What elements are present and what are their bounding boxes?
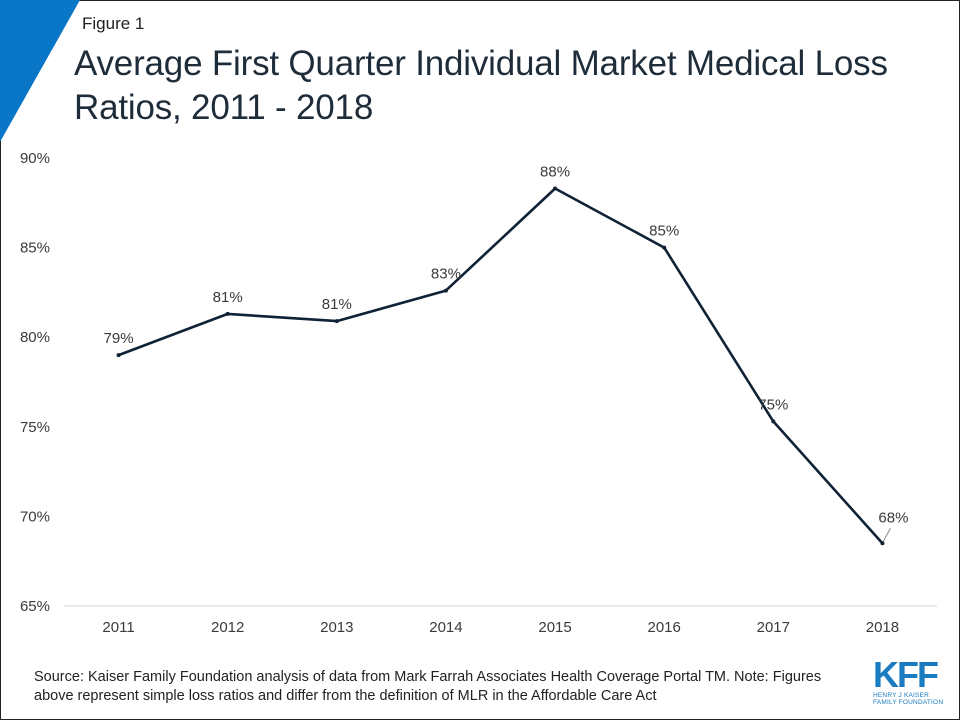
- y-tick-label: 90%: [20, 150, 50, 167]
- data-point: [662, 245, 667, 250]
- data-point: [334, 319, 339, 324]
- x-tick-label: 2013: [320, 619, 353, 636]
- data-point: [225, 311, 230, 316]
- x-tick-label: 2015: [538, 619, 571, 636]
- x-tick-label: 2014: [429, 619, 462, 636]
- data-label: 85%: [649, 223, 679, 240]
- data-point: [553, 186, 558, 191]
- data-label: 79%: [104, 330, 134, 347]
- y-tick-label: 65%: [20, 598, 50, 615]
- data-label: 81%: [322, 296, 352, 313]
- series-line: [118, 187, 884, 545]
- data-label-leader: [882, 528, 891, 542]
- x-tick-label: 2018: [866, 619, 899, 636]
- data-point: [443, 288, 448, 293]
- data-label: 75%: [758, 396, 788, 413]
- y-tick-label: 70%: [20, 508, 50, 525]
- x-tick-label: 2017: [757, 619, 790, 636]
- kff-logo: KFF HENRY J KAISER FAMILY FOUNDATION: [873, 654, 947, 707]
- data-point: [771, 419, 776, 424]
- data-point: [116, 353, 121, 358]
- y-tick-label: 80%: [20, 329, 50, 346]
- logo-line-2: FAMILY FOUNDATION: [873, 699, 944, 706]
- chart-title: Average First Quarter Individual Market …: [74, 44, 888, 127]
- data-label: 81%: [213, 289, 243, 306]
- x-tick-label: 2011: [102, 619, 134, 636]
- source-note: Source: Kaiser Family Foundation analysi…: [34, 669, 822, 704]
- figure-label: Figure 1: [82, 14, 145, 33]
- data-label: 68%: [878, 509, 908, 526]
- logo-line-1: HENRY J KAISER: [873, 692, 930, 699]
- x-tick-label: 2012: [211, 619, 244, 636]
- x-tick-label: 2016: [648, 619, 681, 636]
- y-tick-label: 85%: [20, 240, 50, 257]
- corner-accent-triangle: [0, 0, 80, 142]
- y-tick-label: 75%: [20, 419, 50, 436]
- data-label: 88%: [540, 163, 570, 180]
- logo-mark: KFF: [873, 654, 939, 695]
- data-point: [880, 541, 885, 546]
- data-label: 83%: [431, 266, 461, 283]
